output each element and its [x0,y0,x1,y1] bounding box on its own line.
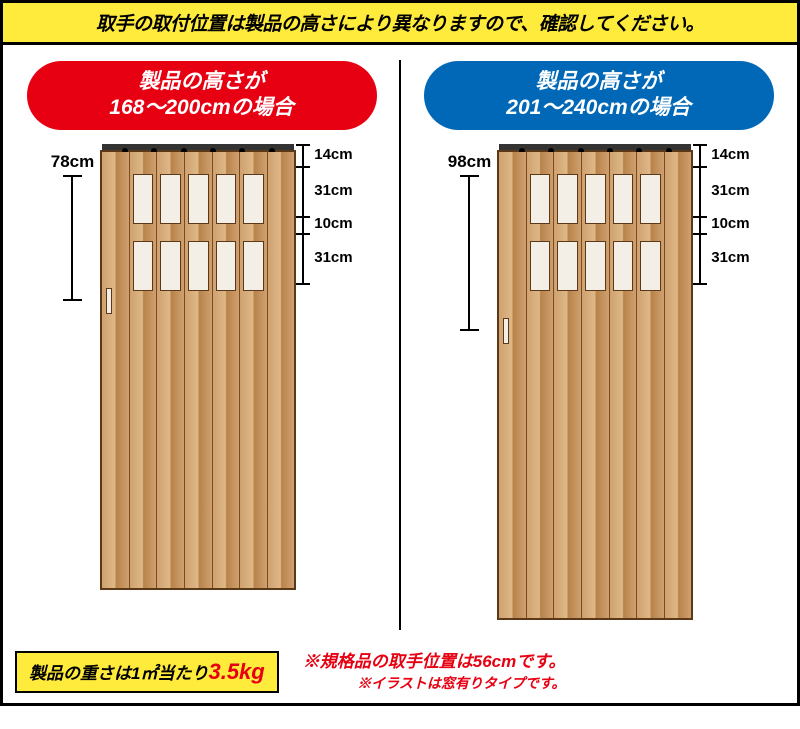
window-pane [188,241,209,291]
weight-value: 3.5kg [208,659,264,684]
track-right [499,144,691,150]
window-pane [216,241,237,291]
window-pane [160,241,181,291]
right-dims-right: 14cm 31cm 10cm 31cm [693,144,749,285]
badge-left: 製品の高さが 168～200cmの場合 [27,61,377,130]
dim-tick [296,283,310,285]
dim-line [302,216,304,233]
door-slat [185,152,213,588]
door-area-left: 78cm 14cm 31cm 10cm 31cm [11,144,392,590]
dim-label: 31cm [711,182,749,199]
window-pane [557,174,578,224]
door-slat [130,152,158,588]
window-pane [243,241,264,291]
door-right [497,150,693,620]
window-pane [243,174,264,224]
window-pane [133,241,154,291]
dim-line [302,144,304,166]
window-pane [640,241,661,291]
header-banner: 取手の取付位置は製品の高さにより異なりますので、確認してください。 [3,3,797,45]
dim-label: 10cm [711,215,749,232]
note-1: ※規格品の取手位置は56cmです。 [303,651,566,674]
badge-right: 製品の高さが 201～240cmの場合 [424,61,774,130]
window-pane [557,241,578,291]
dim-line [699,216,701,233]
track-left [102,144,294,150]
handle-dim-right-label: 98cm [448,152,491,172]
window-pane [585,241,606,291]
dim-line [699,166,701,216]
door-slat [554,152,582,618]
panel-left: 製品の高さが 168～200cmの場合 78cm 14cm31cm10cm31 [3,45,400,645]
door-wrap-right [497,144,693,620]
panels-row: 製品の高さが 168～200cmの場合 78cm 14cm31cm10cm31 [3,45,797,645]
window-pane [530,174,551,224]
footer-row: 製品の重さは1㎡当たり3.5kg ※規格品の取手位置は56cmです。 ※イラスト… [3,645,797,703]
weight-prefix: 製品の重さは1㎡当たり [29,664,208,683]
badge-right-line2: 201～240cmの場合 [506,96,690,119]
window-pane [188,174,209,224]
handle-dim-right: 98cm [448,152,491,331]
weight-box: 製品の重さは1㎡当たり3.5kg [15,651,279,693]
window-pane [585,174,606,224]
door-area-right: 98cm 14cm 31cm 10cm 31cm [408,144,789,620]
door-handle [503,318,509,344]
window-pane [530,241,551,291]
door-handle [106,288,112,314]
door-slat [240,152,268,588]
window-pane [613,241,634,291]
badge-left-line1: 製品の高さが [139,70,265,93]
door-slat [582,152,610,618]
note-2: ※イラストは窓有りタイプです。 [303,674,566,693]
dim-line [302,166,304,216]
dim-line [699,144,701,166]
dim-label: 14cm [711,146,749,163]
dim-line [699,233,701,283]
window-pane [216,174,237,224]
door-slat [102,152,130,588]
dim-line [302,233,304,283]
handle-dim-left-label: 78cm [51,152,94,172]
door-slat [665,152,692,618]
badge-left-line2: 168～200cmの場合 [109,96,293,119]
window-pane [640,174,661,224]
door-slat [637,152,665,618]
door-slat [499,152,527,618]
door-left [100,150,296,590]
handle-dim-left: 78cm [51,152,94,301]
dim-label: 31cm [711,249,749,266]
dim-label: 31cm [314,249,352,266]
window-pane [160,174,181,224]
door-slat [610,152,638,618]
panel-right: 製品の高さが 201～240cmの場合 98cm 14cm31cm10cm31 [400,45,797,645]
handle-dim-right-line [460,175,479,331]
right-dims-left: 14cm 31cm 10cm 31cm [296,144,352,285]
door-slat [213,152,241,588]
dim-label: 14cm [314,146,352,163]
handle-dim-left-line [63,175,82,301]
window-pane [133,174,154,224]
door-slat [527,152,555,618]
door-slat [268,152,295,588]
product-spec-diagram: 取手の取付位置は製品の高さにより異なりますので、確認してください。 製品の高さが… [0,0,800,706]
dim-label: 31cm [314,182,352,199]
window-pane [613,174,634,224]
door-wrap-left [100,144,296,590]
dim-tick [693,283,707,285]
footer-notes: ※規格品の取手位置は56cmです。 ※イラストは窓有りタイプです。 [303,651,566,693]
dim-label: 10cm [314,215,352,232]
badge-right-line1: 製品の高さが [536,70,662,93]
door-slat [157,152,185,588]
